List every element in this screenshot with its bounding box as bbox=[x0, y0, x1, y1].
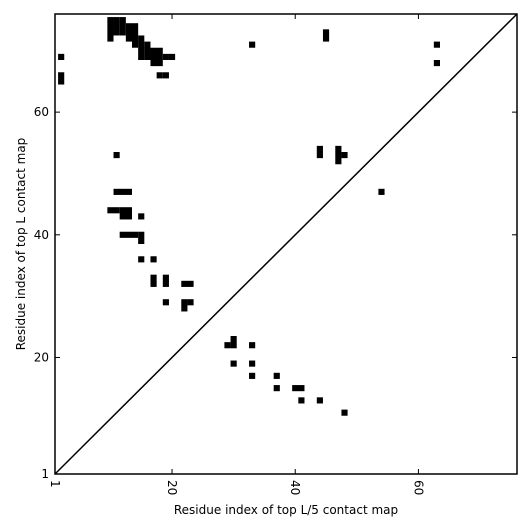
contact-cell-lower bbox=[298, 397, 305, 404]
contact-cell-upper bbox=[156, 72, 163, 79]
axis-ticks: 1 20 40 60 1 20 40 60 bbox=[34, 14, 517, 495]
y-tick-label: 20 bbox=[34, 350, 49, 364]
contact-cell-lower bbox=[341, 409, 348, 416]
contact-cell-lower bbox=[316, 397, 323, 404]
contact-cell-upper bbox=[433, 41, 440, 48]
contact-cell-lower bbox=[273, 372, 280, 379]
y-tick-label: 40 bbox=[34, 228, 49, 242]
contact-cell-upper bbox=[119, 231, 139, 238]
upper-triangle-cells bbox=[58, 17, 440, 312]
contact-cell-lower bbox=[249, 342, 256, 349]
x-tick-label: 1 bbox=[48, 480, 62, 488]
contact-cell-upper bbox=[322, 29, 330, 42]
contact-cell-upper bbox=[335, 145, 342, 165]
contact-cell-upper bbox=[125, 23, 132, 42]
contact-cell-upper bbox=[181, 299, 188, 312]
contact-cell-upper bbox=[187, 299, 194, 306]
contact-cell-upper bbox=[138, 213, 145, 220]
contact-cell-upper bbox=[107, 207, 120, 214]
contact-cell-lower bbox=[224, 342, 231, 349]
contact-cell-upper bbox=[150, 47, 163, 67]
plot-frame bbox=[54, 13, 518, 475]
lower-triangle-cells bbox=[224, 336, 348, 416]
contact-cell-upper bbox=[113, 188, 132, 195]
contact-cell-upper bbox=[138, 256, 145, 263]
contact-cell-upper bbox=[58, 53, 65, 60]
contact-cell-lower bbox=[230, 336, 237, 349]
contact-cell-upper bbox=[316, 145, 323, 159]
diagonal-line bbox=[54, 13, 518, 475]
contact-cell-upper bbox=[168, 53, 176, 60]
contact-cell-upper bbox=[113, 152, 120, 159]
contact-cell-upper bbox=[150, 256, 157, 263]
y-tick-label: 1 bbox=[41, 467, 49, 481]
x-tick-label: 60 bbox=[411, 480, 425, 495]
contact-cell-lower bbox=[230, 360, 237, 367]
contact-cell-upper bbox=[119, 207, 132, 220]
contact-cell-upper bbox=[58, 72, 65, 85]
contact-cell-upper bbox=[144, 41, 151, 60]
contact-cell-upper bbox=[107, 17, 114, 42]
contact-cell-upper bbox=[138, 231, 145, 244]
x-tick-label: 20 bbox=[165, 480, 179, 495]
contact-cell-upper bbox=[162, 72, 169, 79]
contact-cell-upper bbox=[162, 299, 169, 306]
contact-cell-upper bbox=[378, 188, 385, 195]
x-tick-label: 40 bbox=[288, 480, 302, 495]
contact-cell-upper bbox=[113, 17, 120, 36]
y-axis-label: Residue index of top L contact map bbox=[14, 138, 28, 351]
contact-cell-lower bbox=[273, 385, 280, 392]
x-axis-label: Residue index of top L/5 contact map bbox=[174, 503, 398, 517]
contact-cell-upper bbox=[138, 35, 145, 60]
contact-cell-lower bbox=[249, 360, 256, 367]
contact-cell-upper bbox=[162, 274, 169, 287]
contact-cell-upper bbox=[162, 53, 169, 60]
contact-cell-upper bbox=[150, 274, 157, 287]
y-tick-label: 60 bbox=[34, 105, 49, 119]
contact-cell-upper bbox=[132, 23, 139, 48]
contact-cell-upper bbox=[181, 280, 194, 287]
contact-cell-upper bbox=[249, 41, 256, 48]
contact-cell-upper bbox=[433, 60, 440, 67]
contact-cell-upper bbox=[341, 152, 348, 159]
contact-cell-lower bbox=[292, 385, 305, 392]
contact-cell-upper bbox=[119, 17, 126, 36]
contact-cell-lower bbox=[249, 372, 256, 379]
